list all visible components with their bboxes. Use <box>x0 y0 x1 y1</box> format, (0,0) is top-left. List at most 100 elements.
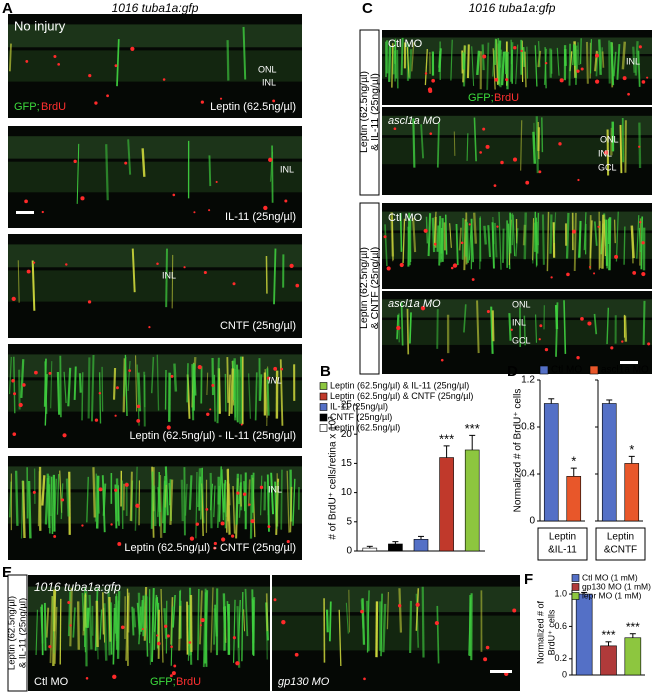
side-label: Leptin (62.5ng/µl) <box>7 596 18 670</box>
micrograph-detail <box>361 598 366 645</box>
micrograph-detail <box>53 478 57 526</box>
micrograph-detail <box>494 77 499 82</box>
micrograph-detail <box>193 211 196 214</box>
micrograph-detail <box>553 212 557 243</box>
morpholino-label: Ctl MO <box>388 38 423 50</box>
micrograph-detail <box>566 272 570 277</box>
micrograph-detail <box>525 180 530 185</box>
bar <box>566 476 582 522</box>
micrograph-detail <box>112 608 116 665</box>
micrograph-detail <box>486 42 490 90</box>
micrograph-detail <box>62 433 67 438</box>
micrograph-detail <box>172 193 176 197</box>
micrograph-band <box>8 244 302 268</box>
micrograph-detail <box>243 481 246 512</box>
micrograph-detail <box>360 609 364 614</box>
micrograph-detail <box>130 46 135 51</box>
micrograph-detail <box>500 51 506 86</box>
micrograph-detail <box>88 594 93 650</box>
micrograph-detail <box>575 45 578 85</box>
micrograph-detail <box>240 423 243 426</box>
micrograph-detail <box>578 220 582 258</box>
micrograph-detail <box>487 225 492 258</box>
micrograph-detail <box>153 597 157 650</box>
micrograph-detail <box>580 67 584 71</box>
micrograph-detail <box>383 235 387 239</box>
micrograph-detail <box>639 220 642 224</box>
micrograph-detail <box>76 143 80 204</box>
micrograph-detail <box>112 674 117 679</box>
significance: *** <box>439 431 454 446</box>
micrograph-detail <box>427 87 433 92</box>
bar <box>575 593 593 676</box>
micrograph-detail <box>131 606 135 636</box>
micrograph-detail <box>237 369 242 424</box>
micrograph-detail <box>538 170 542 174</box>
micrograph-detail <box>279 359 284 426</box>
micrograph-detail <box>409 600 413 654</box>
micrograph-detail <box>496 225 499 228</box>
micrograph-detail <box>152 485 157 527</box>
micrograph-detail <box>485 144 490 149</box>
micrograph-detail <box>498 211 502 270</box>
micrograph-detail <box>236 491 240 495</box>
micrograph-detail <box>580 317 584 321</box>
micrograph-detail <box>267 376 271 380</box>
micrograph-detail <box>138 606 142 645</box>
micrograph-detail <box>233 599 236 663</box>
micrograph-detail <box>228 374 231 416</box>
micrograph-detail <box>380 593 383 657</box>
treatment-label: CNTF (25ng/µl) <box>220 320 296 332</box>
micrograph-detail <box>273 598 277 602</box>
micrograph-detail <box>32 490 36 494</box>
micrograph-detail <box>272 99 276 103</box>
legend-swatch <box>589 365 599 375</box>
micrograph-detail <box>450 39 453 81</box>
micrograph-detail <box>605 219 609 266</box>
micrograph-detail <box>169 479 174 525</box>
micrograph-detail <box>171 254 174 309</box>
micrograph-detail <box>110 523 113 526</box>
layer-label: INL <box>512 317 526 327</box>
micrograph-detail <box>236 364 239 423</box>
micrograph-detail <box>171 671 176 676</box>
micrograph-detail <box>141 628 144 631</box>
side-label: & IL-11 (25ng/µl) <box>18 598 29 668</box>
micrograph-detail <box>382 603 387 653</box>
micrograph-detail <box>220 521 225 526</box>
micrograph-detail <box>497 40 502 84</box>
micrograph-detail <box>537 121 540 160</box>
micrograph-detail <box>20 480 24 539</box>
significance: *** <box>465 421 480 436</box>
micrograph-detail <box>406 47 410 78</box>
micrograph-detail <box>631 228 634 264</box>
stain-label: GFP; <box>150 676 176 688</box>
micrograph-detail <box>604 150 609 155</box>
micrograph-detail <box>210 587 214 653</box>
significance: * <box>629 442 634 457</box>
micrograph-detail <box>641 241 645 245</box>
micrograph-detail <box>129 471 133 521</box>
micrograph-detail <box>203 270 207 275</box>
micrograph-detail <box>491 310 495 342</box>
panel-title: 1016 tuba1a:gfp <box>469 1 556 15</box>
micrograph-detail <box>108 596 112 642</box>
micrograph-detail <box>197 364 202 370</box>
legend-swatch <box>539 365 549 375</box>
micrograph-detail <box>289 263 294 269</box>
micrograph-detail <box>43 602 47 651</box>
micrograph-detail <box>247 373 252 419</box>
micrograph-detail <box>136 404 141 409</box>
micrograph-detail <box>535 314 538 343</box>
micrograph-detail <box>40 606 44 644</box>
micrograph-detail <box>223 483 227 529</box>
layer-label: ONL <box>258 64 277 74</box>
micrograph-detail <box>8 43 12 72</box>
micrograph-detail <box>479 151 483 154</box>
micrograph-detail <box>137 372 142 412</box>
micrograph-detail <box>579 38 582 65</box>
y-tick-label: 0.8 <box>521 422 535 433</box>
micrograph-detail <box>458 227 462 251</box>
micrograph-detail <box>512 608 517 613</box>
micrograph-detail <box>209 472 213 529</box>
